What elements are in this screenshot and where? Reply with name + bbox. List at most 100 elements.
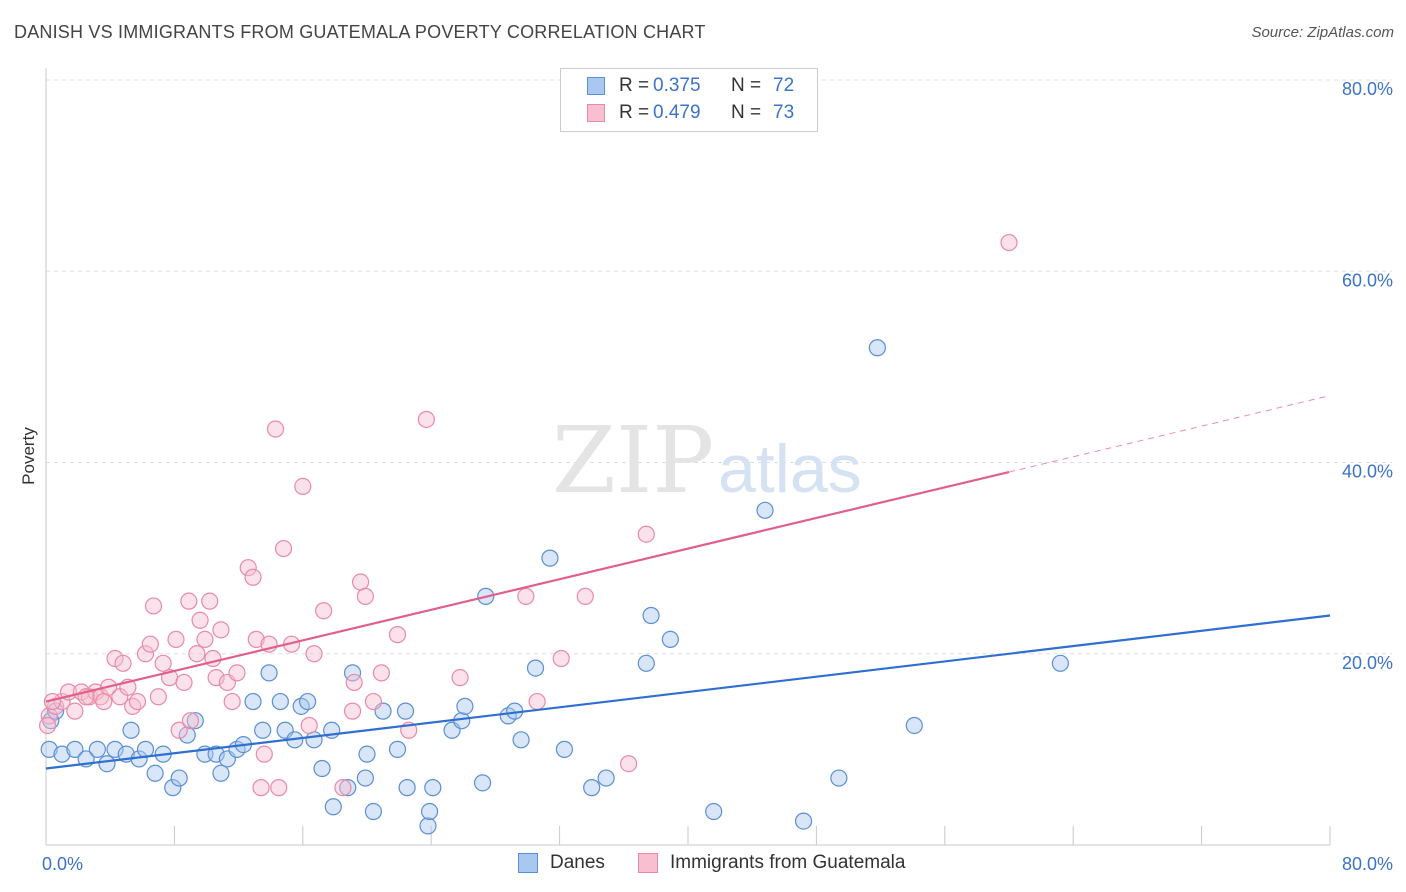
data-point-guatemala [144, 597, 163, 615]
data-point-guatemala [270, 779, 288, 797]
data-point-danes [868, 339, 886, 357]
data-point-danes [583, 779, 601, 797]
data-point-guatemala [364, 692, 383, 711]
data-point-danes [356, 769, 374, 787]
data-point-guatemala [239, 559, 257, 577]
trend-lines [45, 395, 1331, 770]
legend-swatch-danes [518, 853, 538, 873]
data-point-guatemala [294, 477, 312, 496]
data-point-danes [207, 745, 225, 763]
data-point-danes [396, 702, 415, 720]
data-point-danes [244, 692, 262, 711]
data-point-guatemala [345, 673, 363, 692]
legend-n-value: 72 [773, 75, 795, 96]
data-point-guatemala [356, 587, 374, 605]
data-point-danes [1051, 654, 1069, 672]
data-point-guatemala [388, 626, 407, 644]
x-tick-label: 80.0% [1342, 854, 1393, 874]
data-point-guatemala [274, 539, 293, 558]
y-axis-label: Poverty [19, 427, 38, 485]
data-point-danes [555, 740, 574, 758]
data-point-danes [339, 779, 357, 797]
data-point-danes [358, 745, 376, 763]
data-point-danes [419, 817, 437, 835]
data-point-danes [398, 779, 416, 797]
data-point-guatemala [417, 410, 435, 429]
legend-r-label: R = [619, 75, 650, 96]
data-point-guatemala [252, 779, 270, 797]
data-point-guatemala [300, 716, 318, 735]
watermark-zip: ZIP [552, 407, 714, 514]
data-point-danes [313, 759, 331, 778]
data-point-guatemala [244, 568, 262, 586]
data-point-danes [178, 726, 196, 744]
data-point-guatemala [207, 669, 225, 687]
legend-swatch-guatemala [638, 853, 658, 873]
data-point-guatemala [167, 630, 185, 649]
gridlines [46, 79, 1392, 655]
data-point-danes [637, 654, 655, 672]
trend-line-danes [45, 614, 1331, 770]
axes [45, 68, 1331, 846]
data-point-danes [260, 664, 278, 682]
data-point-guatemala [223, 692, 241, 711]
data-point-guatemala [305, 645, 323, 663]
data-point-guatemala [212, 621, 230, 639]
data-point-guatemala [255, 745, 273, 763]
data-point-danes [186, 712, 204, 730]
y-tick-label: 20.0% [1342, 653, 1393, 673]
data-point-danes [122, 721, 140, 739]
data-point-guatemala [124, 697, 142, 715]
data-point-danes [88, 740, 106, 758]
data-point-guatemala [372, 664, 391, 682]
legend-swatch-danes [587, 77, 605, 95]
data-point-danes [254, 721, 272, 739]
data-point-guatemala [517, 587, 535, 605]
data-point-guatemala [188, 645, 206, 663]
data-point-guatemala [95, 692, 113, 711]
data-point-guatemala [334, 779, 352, 797]
data-point-danes [164, 779, 182, 797]
y-tick-label: 80.0% [1342, 79, 1393, 99]
data-point-guatemala [552, 649, 570, 668]
data-point-guatemala [343, 702, 362, 720]
data-point-guatemala [175, 673, 193, 692]
data-point-guatemala [106, 649, 124, 668]
tick-labels: 20.0% 40.0% 60.0% 80.0% 0.0% 80.0% [42, 79, 1393, 874]
data-point-danes [324, 798, 342, 816]
data-point-danes [597, 769, 615, 787]
data-point-guatemala [43, 692, 62, 711]
legend-r-label: R = [619, 102, 650, 123]
data-point-guatemala [170, 721, 188, 739]
data-point-danes [212, 764, 230, 782]
legend-swatch-guatemala [587, 104, 605, 122]
data-point-guatemala [136, 645, 155, 663]
data-point-guatemala [266, 420, 285, 438]
data-point-guatemala [66, 702, 84, 720]
watermark: ZIP atlas [552, 407, 862, 514]
chart-title: DANISH VS IMMIGRANTS FROM GUATEMALA POVE… [14, 22, 706, 42]
data-point-danes [661, 630, 679, 649]
data-point-danes [642, 606, 660, 625]
data-point-guatemala [576, 587, 594, 605]
data-point-guatemala [315, 602, 333, 620]
data-point-guatemala [114, 654, 132, 672]
data-point-danes [756, 501, 774, 519]
trend-line-guatemala-extension [1008, 395, 1331, 473]
data-point-danes [473, 774, 492, 792]
data-point-guatemala [141, 635, 159, 653]
data-point-danes [364, 802, 383, 821]
data-point-danes [271, 692, 289, 711]
data-point-danes [170, 769, 188, 787]
legend-r-value: 0.479 [653, 102, 701, 123]
y-tick-label: 40.0% [1342, 462, 1393, 482]
legend-r-value: 0.375 [653, 75, 701, 96]
data-point-danes [541, 549, 559, 567]
data-point-danes [305, 731, 323, 749]
data-point-guatemala [201, 592, 219, 610]
data-point-danes [705, 802, 723, 821]
data-point-danes [98, 755, 116, 773]
source-note: Source: ZipAtlas.com [1251, 24, 1394, 41]
data-point-guatemala [154, 654, 172, 672]
